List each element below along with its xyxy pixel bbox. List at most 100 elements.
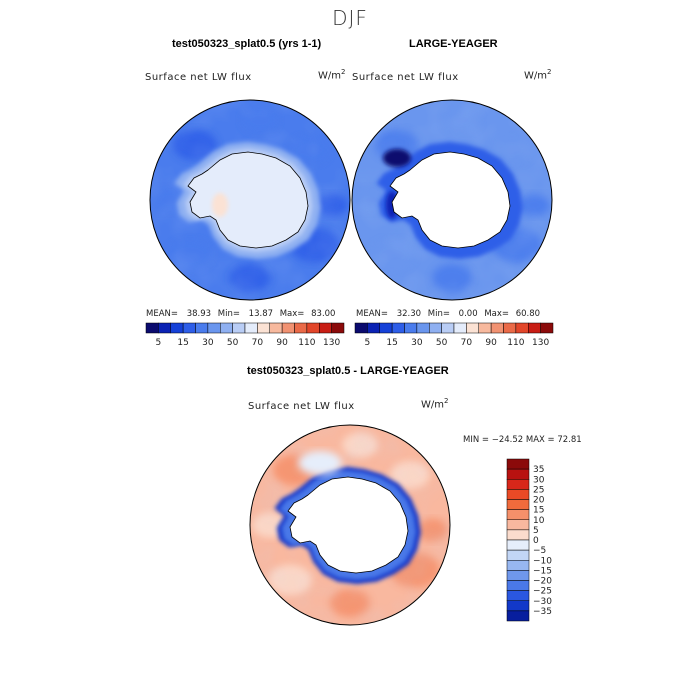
ocean-patch [416,518,448,542]
colorbar-1-swatch [182,322,196,334]
colorbar-1-swatch [220,322,233,334]
colorbar-3-swatch [506,519,530,531]
colorbar-1-swatch [145,322,159,334]
colorbar-3-tick-label: 10 [533,516,545,526]
colorbar-2-tick-label: 130 [532,338,549,348]
panel-3-variable: Surface net LW flux [248,401,355,412]
ocean-patch [330,589,370,617]
colorbar-3-swatch [506,458,530,470]
ocean-patch [290,227,340,263]
colorbar-3-tick-label: 20 [533,496,545,506]
colorbar-1: 5 15 30 50 70 90 110 130 [145,322,345,348]
panel-1-mean-label: MEAN= [146,309,178,319]
panel-2-stats: MEAN= 32.30 Min= 0.00 Max= 60.80 [356,309,540,319]
colorbar-2: 5 15 30 50 70 90 110 130 [354,322,554,348]
ocean-patch [242,107,278,133]
map-3-field [250,425,450,625]
colorbar-2-swatch [503,322,517,334]
colorbar-3-swatch [506,590,530,601]
colorbar-3-swatch [506,509,530,520]
colorbar-2-tick-label: 15 [386,338,397,348]
ocean-patch [492,136,532,164]
colorbar-1-swatch [331,322,345,334]
colorbar-3-swatch [506,539,530,551]
colorbar-1-swatch [319,322,332,334]
colorbar-2-swatch [478,322,492,334]
panel-1-min: 13.87 [248,309,274,319]
colorbar-3-swatch [506,468,530,480]
panel-1-stats: MEAN= 38.93 Min= 13.87 Max= 83.00 [146,309,335,319]
panel-2-mean: 32.30 [396,309,422,319]
colorbar-1-tick-label: 130 [323,338,340,348]
panel-1-max-label: Max= [279,309,305,319]
antarctica-fill [188,152,308,248]
colorbar-3-tick-label: 5 [533,526,539,536]
panel-2-min-label: Min= [427,309,450,319]
map-1-field [150,100,350,300]
coastline-1 [187,151,309,249]
colorbar-1-swatch [158,322,171,334]
colorbar-3-tick-label: −20 [533,577,552,587]
panel-3-units: W/m2 [421,397,449,411]
colorbar-3-tick-label: 15 [533,506,544,516]
colorbar-2-swatch [354,322,368,334]
colorbar-1-swatch [257,322,270,334]
coastal-low-patch [386,191,398,219]
colorbar-3-tick-label: −5 [533,546,546,556]
colorbar-1-swatch [232,322,246,334]
antarctica-fill [390,152,510,248]
colorbar-3-tick-label: −35 [533,607,552,617]
colorbar-2-tick-label: 30 [411,338,423,348]
ocean-patch [375,129,419,161]
colorbar-1-tick-label: 90 [276,338,288,348]
colorbar-2-swatch [404,322,418,334]
coastal-ring [274,466,421,584]
ocean-patch [354,187,390,213]
panel-1-min-label: Min= [217,309,240,319]
colorbar-3-swatch [506,499,530,510]
ocean-patch [342,432,378,458]
panel-1-mean: 38.93 [186,309,212,319]
colorbar-3-tick-label: −30 [533,597,552,607]
panel-3-title: test050323_splat0.5 - LARGE-YEAGER [247,365,449,377]
panel-3-minmax: MIN = −24.52 MAX = 72.81 [463,435,582,445]
colorbar-3-swatch [506,570,530,581]
panel-2-title: LARGE-YEAGER [409,38,498,50]
panel-2-max: 60.80 [515,309,541,319]
coastal-ring-inner [183,148,313,252]
ocean-patch [492,227,542,263]
colorbar-2-swatch [416,322,430,334]
colorbar-3-swatch [506,479,530,490]
colorbar-3-swatch [506,580,530,591]
colorbar-3-swatch [506,489,530,500]
panel-1-variable: Surface net LW flux [145,72,252,83]
colorbar-3-tick-label: 0 [533,536,539,546]
ocean-texture [150,100,350,300]
ocean-field [150,100,350,300]
ocean-patch [252,512,288,538]
colorbar-3-tick-label: −25 [533,587,552,597]
colorbar-3-swatch [506,560,530,571]
colorbar-1-swatch [170,322,184,334]
colorbar-1-tick-label: 15 [177,338,188,348]
ocean-patch [168,239,212,271]
colorbar-2-swatch [429,322,442,334]
map-3-boundary [249,424,451,626]
ocean-field [352,100,552,300]
ocean-patch [152,187,188,213]
colorbar-3-swatch [506,549,530,561]
colorbar-2-swatch [490,322,504,334]
panel-1-max: 83.00 [311,309,336,319]
colorbar-2-swatch [528,322,541,334]
colorbar-1-swatch [281,322,295,334]
ocean-patch [230,264,270,292]
colorbar-3-swatch [506,529,530,541]
colorbar-2-tick-label: 50 [436,338,448,348]
panel-2-min: 0.00 [458,309,478,319]
colorbar-1-tick-label: 50 [227,338,239,348]
colorbar-2-swatch [441,322,455,334]
panel-2-max-label: Max= [484,309,510,319]
colorbar-2-tick-label: 70 [461,338,473,348]
